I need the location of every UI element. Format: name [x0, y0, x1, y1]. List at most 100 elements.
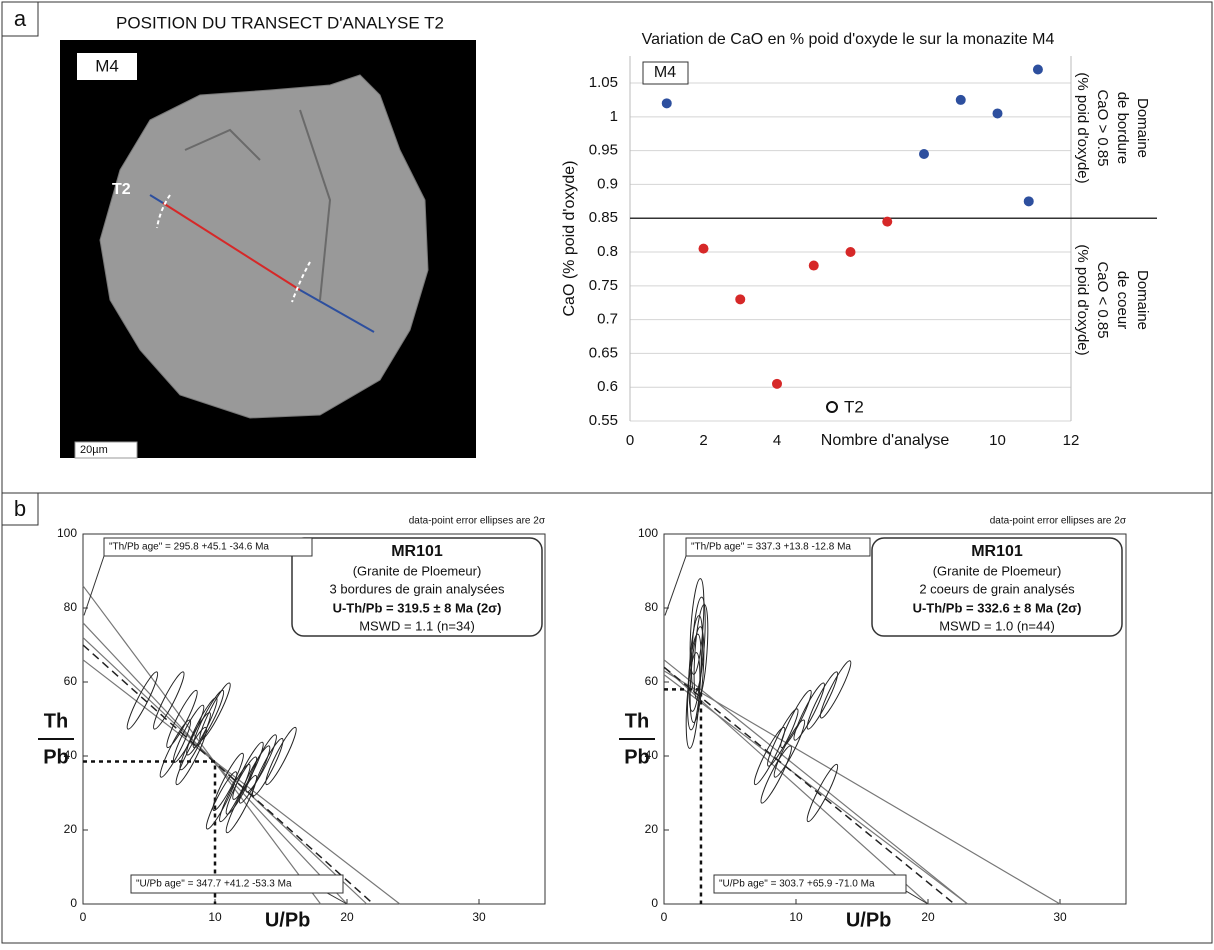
leader-line — [664, 555, 687, 616]
transect-rim — [299, 289, 375, 333]
y-tick-label: 0.65 — [589, 344, 618, 361]
info-box — [871, 537, 1123, 637]
x-tick-label: 12 — [1063, 432, 1080, 449]
data-point — [955, 94, 966, 105]
panel-label-box — [1, 1, 39, 37]
x-tick-label: 10 — [789, 910, 803, 924]
panel-label: b — [14, 496, 26, 521]
error-ellipse — [689, 626, 705, 723]
x-tick-label: 30 — [472, 910, 486, 924]
transect-label: T2 — [112, 181, 131, 198]
error-ellipse — [753, 726, 786, 786]
y-tick-label: 1 — [610, 108, 618, 125]
age-label: "U/Pb age" = 347.7 +41.2 -53.3 Ma — [136, 879, 292, 890]
error-ellipse — [212, 752, 244, 812]
y-tick-label: 0.9 — [597, 175, 618, 192]
sample-label: M4 — [95, 56, 119, 75]
domain-label: Domaine — [1134, 98, 1151, 158]
grain — [99, 74, 429, 419]
x-tick-label: 30 — [1053, 910, 1067, 924]
x-axis-label: U/Pb — [265, 909, 311, 931]
marker-label: T2 — [844, 397, 864, 416]
regression-line — [663, 674, 968, 905]
y-tick-label: 0.8 — [597, 243, 618, 260]
x-tick-label: 10 — [208, 910, 222, 924]
error-ellipse — [232, 741, 264, 800]
domain-label: de coeur — [1114, 271, 1131, 329]
y-axis-label: Th — [625, 710, 649, 732]
domain-label: CaO < 0.85 — [1094, 261, 1111, 338]
transect-rim — [149, 194, 164, 204]
data-point — [1032, 64, 1043, 75]
panel-label-box — [1, 492, 39, 526]
error-ellipse — [126, 671, 159, 730]
x-tick-label: 4 — [773, 432, 781, 449]
regression-line — [82, 659, 401, 905]
y-axis-label: Th — [44, 710, 68, 732]
plot-frame — [663, 533, 1127, 905]
scale-label: 20µm — [80, 444, 108, 456]
regression-line — [663, 670, 1061, 905]
info-line: MR101 — [971, 543, 1023, 560]
marker-symbol — [826, 401, 838, 413]
data-point — [772, 378, 782, 389]
data-point — [882, 216, 893, 227]
data-point — [1023, 196, 1034, 207]
data-point — [808, 260, 819, 271]
y-tick-label: 0.55 — [589, 412, 618, 429]
info-box — [291, 537, 543, 637]
y-tick-label: 20 — [64, 822, 78, 836]
info-line: (Granite de Ploemeur) — [353, 563, 482, 578]
y-tick-label: 40 — [64, 748, 78, 762]
intercept-line — [83, 760, 217, 904]
age-label: "Th/Pb age" = 295.8 +45.1 -34.6 Ma — [109, 542, 269, 553]
data-point — [845, 247, 856, 258]
y-tick-label: 1.05 — [589, 74, 618, 91]
transect-core — [162, 202, 301, 291]
data-point — [735, 294, 746, 305]
y-tick-label: 80 — [645, 600, 659, 614]
y-tick-label: 0.95 — [589, 142, 618, 159]
info-line: 2 coeurs de grain analysés — [919, 581, 1075, 596]
domain-label: (% poid d'oxyde) — [1074, 244, 1091, 355]
x-tick-label: 10 — [989, 432, 1006, 449]
error-ellipse — [159, 719, 192, 778]
info-line: MSWD = 1.1 (n=34) — [359, 618, 475, 633]
error-ellipse — [806, 763, 839, 823]
domain-label: CaO > 0.85 — [1094, 89, 1111, 166]
info-line: (Granite de Ploemeur) — [933, 563, 1062, 578]
note: data-point error ellipses are 2σ — [409, 516, 546, 527]
y-tick-label: 100 — [57, 526, 77, 540]
box-label: M4 — [654, 64, 676, 81]
x-axis-label: U/Pb — [846, 909, 892, 931]
leader-line — [83, 555, 105, 616]
domain-label: Domaine — [1134, 270, 1151, 330]
y-axis-label: Pb — [43, 746, 69, 768]
sample-label-box — [77, 53, 137, 80]
y-tick-label: 60 — [645, 674, 659, 688]
y-tick-label: 80 — [64, 600, 78, 614]
error-ellipse — [685, 652, 701, 749]
regression-line — [663, 666, 929, 905]
data-point — [698, 243, 709, 254]
error-ellipse — [245, 734, 277, 793]
note: data-point error ellipses are 2σ — [990, 516, 1127, 527]
regression-line — [663, 659, 968, 905]
chart-title: Variation de CaO en % poid d'oxyde le su… — [642, 31, 1055, 48]
regression-line — [663, 666, 955, 905]
scale-bar — [74, 441, 138, 459]
error-ellipse — [225, 774, 258, 834]
x-tick-label: 0 — [661, 910, 668, 924]
y-tick-label: 0 — [70, 896, 77, 910]
regression-line — [82, 622, 348, 905]
age-box — [130, 874, 344, 894]
data-point — [992, 108, 1003, 119]
error-ellipse — [806, 671, 839, 730]
error-ellipse — [760, 745, 792, 804]
error-ellipse — [175, 726, 207, 786]
error-ellipse — [205, 771, 238, 830]
error-ellipse — [153, 671, 185, 730]
error-ellipse — [693, 604, 709, 701]
